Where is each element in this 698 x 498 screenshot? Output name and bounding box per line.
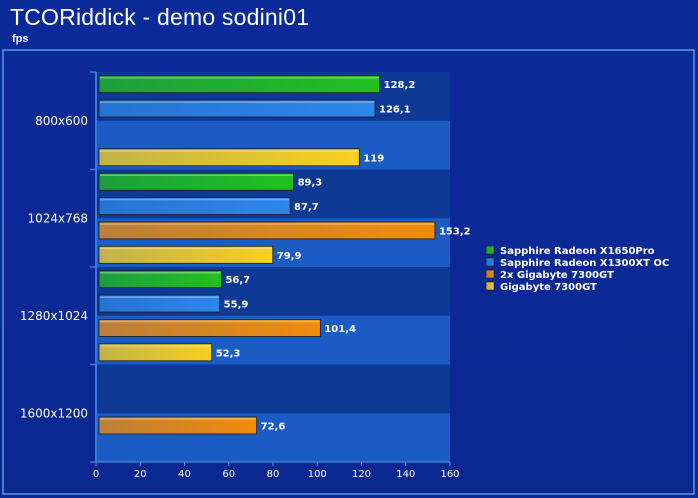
data-label: 128,2 [384,80,416,91]
legend-swatch [485,245,495,255]
bar-gigabyte-7300gt [98,148,360,167]
data-label: 72,6 [261,421,286,432]
legend-label: Sapphire Radeon X1300XT OC [500,258,669,269]
legend-label: Sapphire Radeon X1650Pro [500,246,655,257]
bar-sapphire-radeon-x1650pro [98,270,222,289]
bar-gigabyte-7300gt [98,343,213,362]
plot-band [96,364,450,414]
data-label: 52,3 [216,348,241,359]
x-tick-label: 80 [267,469,280,480]
bar-2x-gigabyte-7300gt [98,416,258,435]
bar-sapphire-radeon-x1650pro [98,75,381,94]
category-label: 1024x768 [27,211,88,225]
bar-sapphire-radeon-x1300xt-oc [98,294,221,313]
bar-sapphire-radeon-x1300xt-oc [98,99,376,118]
legend-swatch [485,269,495,279]
x-tick-label: 120 [352,469,371,480]
data-label: 101,4 [324,324,356,335]
category-label: 1280x1024 [20,309,88,323]
data-label: 153,2 [439,226,471,237]
x-tick-label: 40 [178,469,191,480]
data-label: 119 [363,153,384,164]
x-tick-label: 160 [440,469,459,480]
bar-sapphire-radeon-x1650pro [98,172,294,191]
data-label: 55,9 [224,300,249,311]
x-tick-label: 60 [222,469,235,480]
data-label: 89,3 [298,178,323,189]
chart-title: TCORiddick - demo sodini01 [10,4,310,30]
category-label: 1600x1200 [20,406,88,420]
legend-label: 2x Gigabyte 7300GT [500,270,614,281]
x-tick-label: 20 [134,469,147,480]
bar-gigabyte-7300gt [98,245,274,264]
x-tick-label: 100 [308,469,327,480]
chart-subtitle: fps [12,33,29,45]
bar-2x-gigabyte-7300gt [98,319,321,337]
data-label: 126,1 [379,105,411,116]
plot-panel [2,49,695,495]
data-label: 56,7 [225,275,250,286]
x-tick-label: 0 [93,469,99,480]
category-label: 800x600 [35,114,88,128]
bar-sapphire-radeon-x1300xt-oc [98,197,291,215]
legend-swatch [485,281,495,291]
bar-2x-gigabyte-7300gt [98,221,436,240]
data-label: 79,9 [277,251,302,262]
data-label: 87,7 [294,202,319,213]
legend-swatch [485,257,495,267]
legend-label: Gigabyte 7300GT [500,282,597,293]
x-tick-label: 140 [396,469,415,480]
